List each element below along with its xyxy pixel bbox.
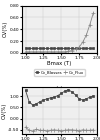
Cv_Blosses — [75, 94, 76, 96]
Cv_Blosses — [39, 47, 41, 49]
Cv_Flux — [71, 129, 73, 131]
Cv_Blosses — [75, 47, 76, 49]
Cv_Flux — [28, 51, 30, 53]
Cv_Blosses — [93, 95, 94, 97]
Cv_Flux — [61, 130, 62, 132]
Cv_Flux — [61, 51, 62, 53]
Cv_Blosses — [68, 89, 69, 91]
Cv_Flux — [43, 51, 44, 53]
Cv_Flux — [71, 50, 73, 51]
Cv_Flux — [25, 51, 26, 53]
Cv_Blosses — [54, 96, 55, 98]
Cv_Flux — [89, 24, 90, 25]
Cv_Flux — [32, 51, 33, 53]
Cv_Blosses — [86, 47, 87, 49]
Cv_Blosses — [61, 93, 62, 94]
Line: Cv_Blosses: Cv_Blosses — [24, 47, 95, 49]
Cv_Flux — [75, 49, 76, 50]
Cv_Blosses — [82, 47, 83, 49]
Cv_Blosses — [68, 47, 69, 49]
Cv_Flux — [39, 130, 41, 131]
Cv_Blosses — [78, 47, 80, 49]
Cv_Blosses — [36, 47, 37, 49]
Cv_Blosses — [25, 90, 26, 91]
Cv_Flux — [54, 129, 55, 131]
Line: Cv_Flux: Cv_Flux — [24, 126, 95, 133]
Cv_Blosses — [78, 98, 80, 100]
Cv_Blosses — [64, 47, 66, 49]
Cv_Blosses — [64, 90, 66, 92]
Cv_Blosses — [89, 96, 90, 98]
Cv_Flux — [93, 12, 94, 14]
Cv_Blosses — [46, 47, 48, 49]
Cv_Flux — [32, 130, 33, 132]
Cv_Blosses — [86, 98, 87, 100]
Y-axis label: CV(%): CV(%) — [3, 21, 8, 38]
Cv_Blosses — [39, 101, 41, 102]
Cv_Blosses — [82, 99, 83, 101]
Cv_Flux — [89, 130, 90, 131]
Cv_Flux — [39, 51, 41, 53]
Cv_Blosses — [71, 47, 73, 49]
Cv_Blosses — [28, 101, 30, 102]
Cv_Flux — [93, 129, 94, 131]
Y-axis label: CV(%): CV(%) — [2, 102, 6, 119]
Cv_Blosses — [50, 97, 51, 99]
Cv_Blosses — [57, 47, 58, 49]
Cv_Blosses — [32, 47, 33, 49]
Cv_Blosses — [93, 47, 94, 49]
Cv_Flux — [78, 130, 80, 132]
X-axis label: Bmax (T): Bmax (T) — [47, 61, 72, 66]
Cv_Flux — [78, 46, 80, 48]
Legend: Cv_Blosses, Cv_Flux: Cv_Blosses, Cv_Flux — [34, 69, 85, 76]
Cv_Flux — [54, 51, 55, 53]
Cv_Flux — [46, 130, 48, 132]
Cv_Blosses — [50, 47, 51, 49]
Cv_Blosses — [71, 91, 73, 93]
Cv_Blosses — [28, 47, 30, 49]
Cv_Blosses — [43, 99, 44, 101]
Cv_Blosses — [32, 104, 33, 106]
Cv_Flux — [50, 130, 51, 131]
Cv_Flux — [50, 51, 51, 53]
Cv_Flux — [57, 130, 58, 131]
Cv_Flux — [43, 130, 44, 131]
Cv_Blosses — [57, 95, 58, 96]
Cv_Flux — [28, 130, 30, 131]
Cv_Flux — [57, 51, 58, 53]
Cv_Flux — [86, 34, 87, 36]
Cv_Blosses — [43, 47, 44, 49]
Cv_Flux — [36, 51, 37, 53]
Cv_Flux — [36, 129, 37, 130]
Cv_Blosses — [46, 98, 48, 100]
Cv_Flux — [86, 130, 87, 131]
Cv_Flux — [64, 130, 66, 131]
Text: (a): (a) — [56, 86, 63, 91]
Cv_Blosses — [61, 47, 62, 49]
Cv_Flux — [75, 130, 76, 131]
Cv_Flux — [82, 129, 83, 131]
Cv_Flux — [25, 126, 26, 128]
Cv_Flux — [64, 51, 66, 53]
Cv_Flux — [82, 41, 83, 43]
Line: Cv_Flux: Cv_Flux — [24, 11, 95, 53]
Line: Cv_Blosses: Cv_Blosses — [24, 88, 95, 106]
Cv_Flux — [46, 51, 48, 53]
Cv_Flux — [68, 50, 69, 52]
Cv_Blosses — [36, 103, 37, 105]
Cv_Flux — [68, 129, 69, 131]
Cv_Blosses — [54, 47, 55, 49]
Cv_Blosses — [89, 47, 90, 49]
Cv_Blosses — [25, 47, 26, 49]
